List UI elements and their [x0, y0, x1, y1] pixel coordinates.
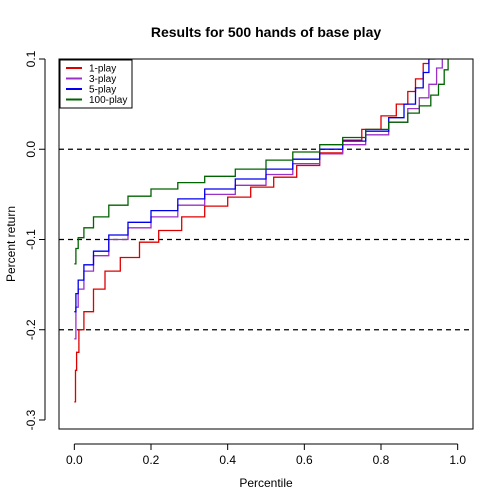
y-tick-label: -0.2 [24, 319, 38, 340]
y-tick-label: -0.1 [24, 229, 38, 250]
x-axis-label: Percentile [239, 476, 293, 490]
series-lines [74, 59, 449, 403]
x-tick-label: 0.6 [296, 453, 313, 467]
legend-label-3-play: 3-play [89, 74, 116, 85]
series-line-100-play [74, 59, 449, 265]
y-axis-label: Percent return [4, 206, 18, 282]
x-axis: 0.0 0.2 0.4 0.6 0.8 1.0 [66, 443, 466, 467]
legend-label-100-play: 100-play [89, 95, 127, 106]
y-tick-label: 0.0 [24, 141, 38, 158]
x-tick-label: 0.2 [143, 453, 160, 467]
x-tick-label: 0.8 [373, 453, 390, 467]
reference-lines [59, 148, 473, 331]
y-axis: -0.3 -0.2 -0.1 0.0 0.1 [24, 50, 46, 430]
legend-label-5-play: 5-play [89, 85, 116, 96]
plot-frame [58, 58, 474, 430]
x-tick-label: 0.4 [219, 453, 236, 467]
chart-title: Results for 500 hands of base play [151, 24, 382, 40]
x-tick-label: 1.0 [449, 453, 466, 467]
y-tick-label: 0.1 [24, 50, 38, 67]
series-line-1-play [74, 59, 430, 403]
y-tick-label: -0.3 [24, 409, 38, 430]
x-tick-label: 0.0 [66, 453, 83, 467]
legend-label-1-play: 1-play [89, 64, 116, 75]
